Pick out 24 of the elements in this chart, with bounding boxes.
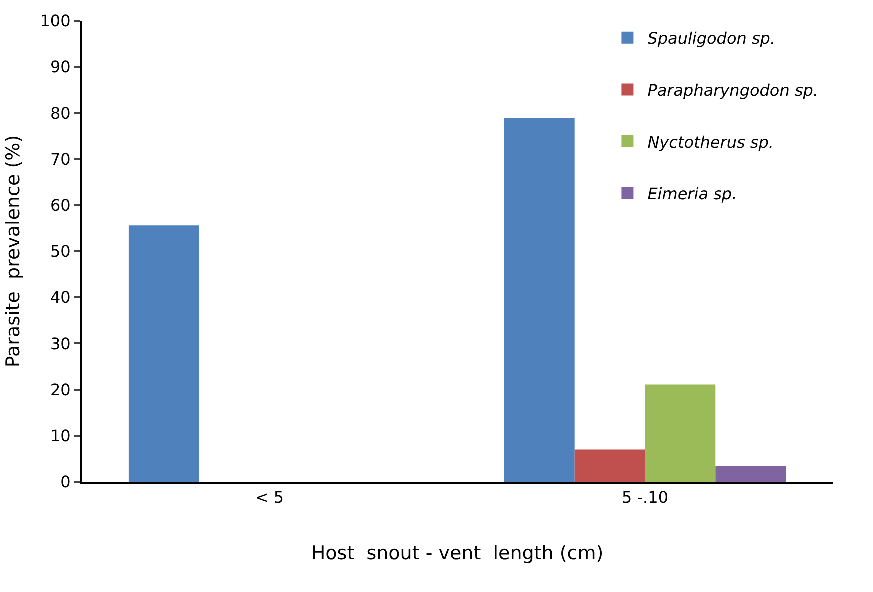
y-tick-label: 80 xyxy=(50,104,71,123)
bar xyxy=(716,466,786,482)
legend-label: Eimeria sp. xyxy=(648,184,738,204)
x-tick-label: 5 -.10 xyxy=(622,488,668,508)
y-tick-label: 40 xyxy=(50,288,71,308)
y-tick-label: 90 xyxy=(50,58,71,77)
bar xyxy=(645,384,716,482)
y-tick-label: 50 xyxy=(50,242,71,262)
bar xyxy=(504,118,575,482)
legend-label: Parapharyngodon sp. xyxy=(648,80,819,100)
y-tick-label: 10 xyxy=(50,426,71,446)
y-tick-label: 100 xyxy=(40,12,71,31)
y-tick-label: 30 xyxy=(50,334,71,354)
y-tick-label: 0 xyxy=(60,472,71,492)
x-axis-title: Host snout - vent length (cm) xyxy=(311,542,604,564)
bar xyxy=(574,450,646,482)
bar xyxy=(128,226,200,482)
legend-label: Spauligodon sp. xyxy=(648,29,776,48)
y-tick-label: 60 xyxy=(50,196,71,215)
y-tick-label: 20 xyxy=(50,380,71,400)
x-tick-label: < 5 xyxy=(255,488,284,508)
y-axis-title: Parasite prevalence (%) xyxy=(2,135,25,368)
y-tick-label: 70 xyxy=(50,150,71,169)
legend-label: Nyctotherus sp. xyxy=(648,132,774,152)
